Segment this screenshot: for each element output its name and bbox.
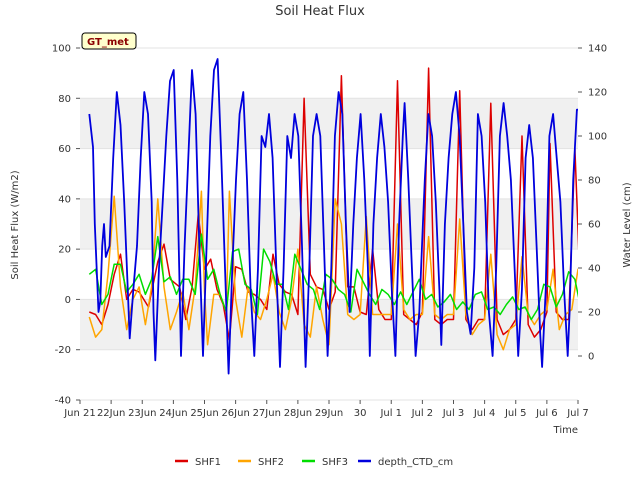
station-badge: GT_met: [81, 32, 137, 50]
series-line-SHF2: [88, 190, 578, 351]
badge-text: GT_met: [87, 37, 129, 48]
right-tick-label: 80: [588, 176, 601, 187]
x-tick-label: 22Jun: [97, 408, 125, 419]
x-axis-title: Time: [553, 425, 578, 436]
series-line-depth_CTD_cm: [88, 58, 578, 375]
series-line-SHF3: [88, 233, 578, 321]
legend-label-SHF3: SHF3: [322, 457, 348, 468]
x-tick-label: Jul 2: [411, 408, 434, 419]
right-tick-label: 40: [588, 264, 601, 275]
x-tick-label: Jul 6: [535, 408, 558, 419]
grid-band-2: [80, 98, 578, 149]
left-tick-label: 60: [58, 144, 71, 155]
left-tick-label: 40: [58, 194, 71, 205]
left-tick-label: -20: [55, 345, 71, 356]
x-tick-label: 23Jun: [128, 408, 156, 419]
right-tick-label: 140: [588, 44, 607, 55]
x-tick-label: Jul 1: [379, 408, 402, 419]
legend: SHF1 SHF2 SHF3 depth_CTD_cm: [175, 457, 453, 468]
legend-label-SHF1: SHF1: [195, 457, 221, 468]
right-tick-label: 60: [588, 220, 601, 231]
x-tick-label: 29Jun: [315, 408, 343, 419]
plot-area: Jun 21 22Jun 23Jun 24Jun 25Jun 26Jun 27Jun 28Ju…: [52, 44, 607, 420]
x-tick-label: 27Jun: [253, 408, 281, 419]
x-tick-label: Jun 21: [63, 408, 96, 419]
x-tick-label: Jul 7: [566, 408, 589, 419]
legend-label-SHF2: SHF2: [258, 457, 284, 468]
x-tick-label: 26Jun: [221, 408, 249, 419]
x-tick-label: Jul 5: [504, 408, 527, 419]
left-tick-label: 80: [58, 94, 71, 105]
x-tick-label: 24Jun: [159, 408, 187, 419]
badge-box: [81, 32, 137, 50]
chart-title: Soil Heat Flux: [275, 4, 365, 19]
right-tick-label: 0: [588, 352, 594, 363]
right-tick-label: 20: [588, 308, 601, 319]
x-tick-label: Jul 4: [473, 408, 496, 419]
left-axis-title: Soil Heat Flux (W/m2): [10, 170, 21, 279]
right-axis-title: Water Level (cm): [622, 182, 633, 267]
right-tick-label: 100: [588, 132, 607, 143]
left-tick-label: 20: [58, 245, 71, 256]
left-tick-label: 100: [52, 44, 71, 55]
x-tick-label: 30: [354, 408, 367, 419]
right-tick-label: 120: [588, 88, 607, 99]
left-tick-label: -40: [55, 396, 71, 407]
legend-label-depth_CTD_cm: depth_CTD_cm: [378, 457, 453, 468]
x-tick-label: 28Jun: [284, 408, 312, 419]
left-tick-label: 0: [65, 295, 71, 306]
x-tick-label: 25Jun: [190, 408, 218, 419]
x-tick-label: Jul 3: [442, 408, 465, 419]
